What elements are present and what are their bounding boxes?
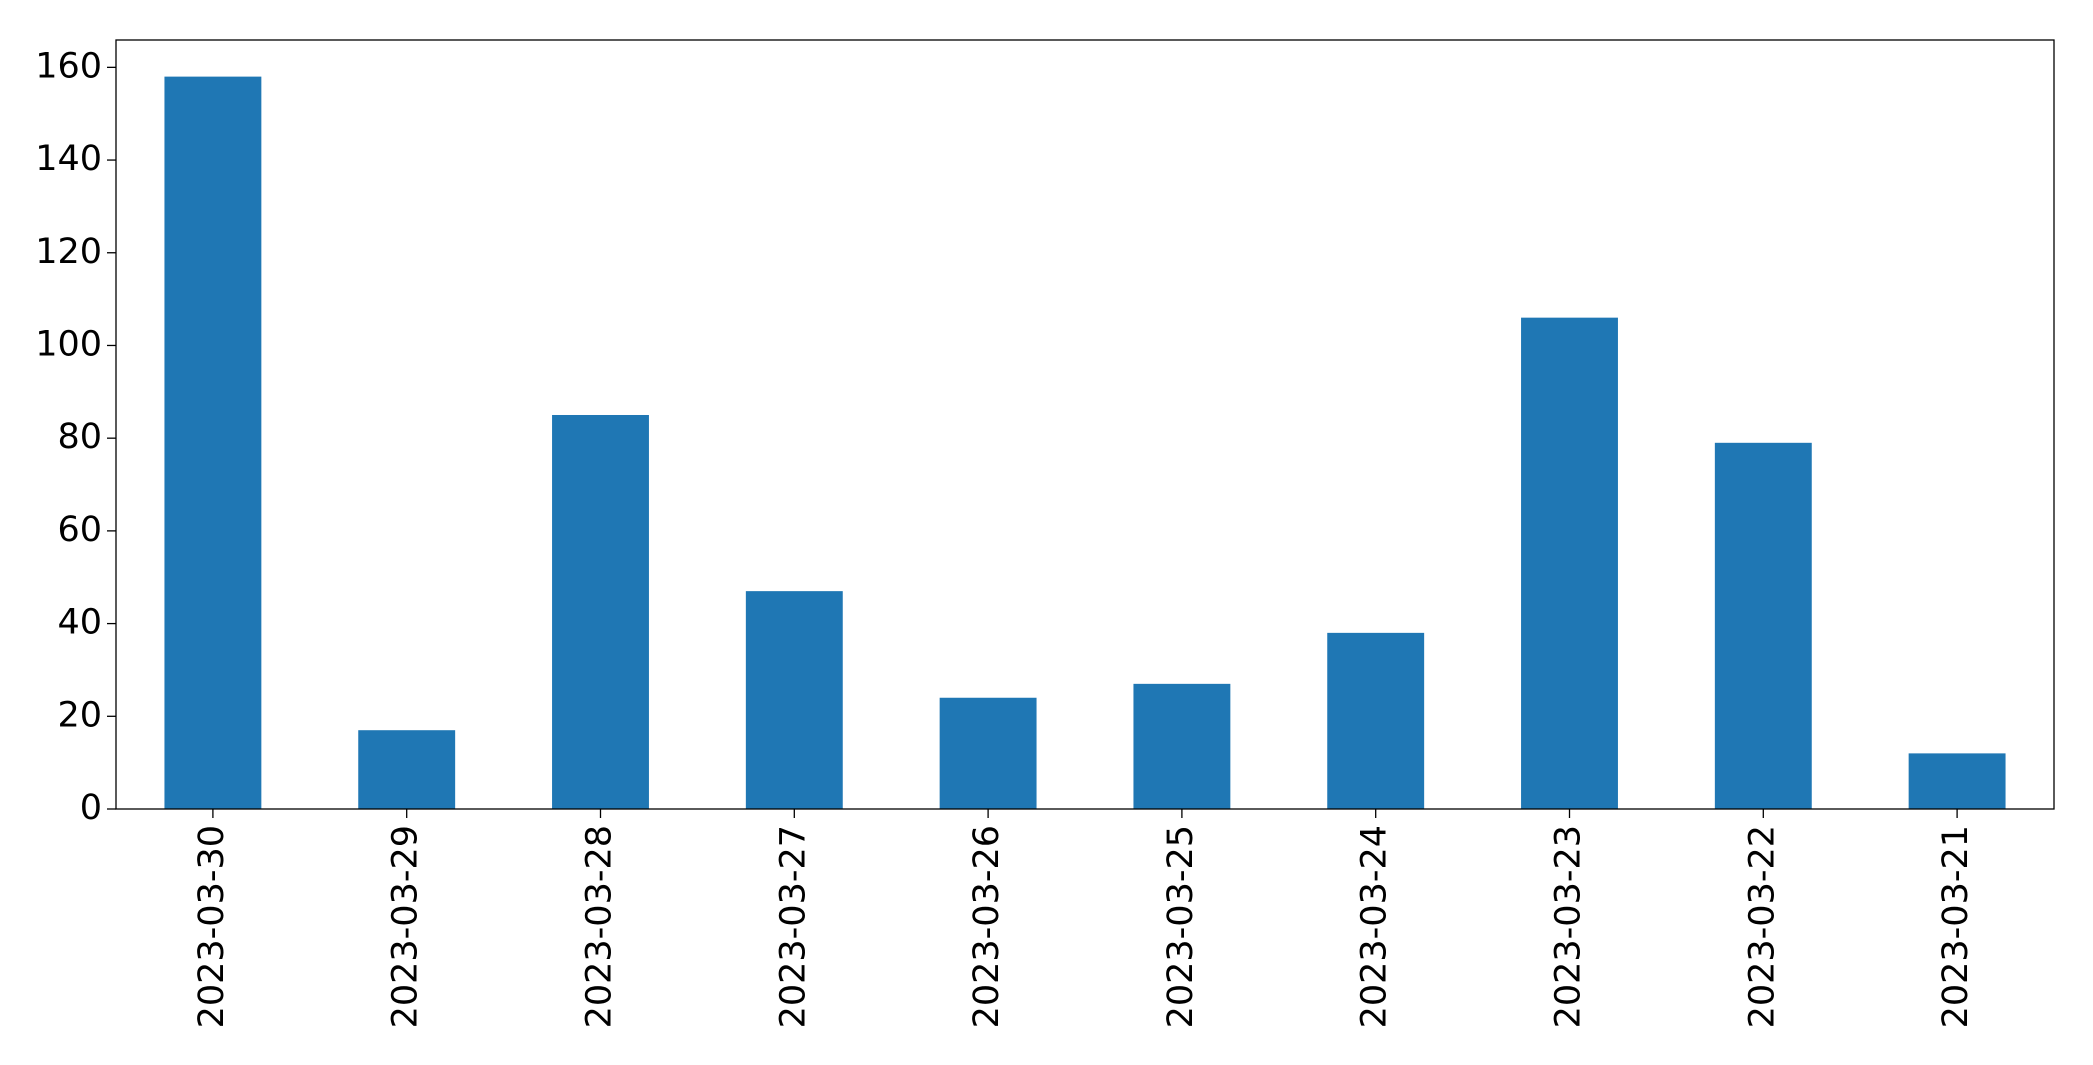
plot-frame	[115, 39, 2055, 810]
bar	[1327, 632, 1425, 809]
bar	[1714, 442, 1812, 809]
bar	[1133, 683, 1231, 809]
bar	[1908, 753, 2006, 809]
x-tick-label: 2023-03-22	[1742, 825, 1782, 1028]
y-tick-label: 80	[57, 417, 102, 457]
bar	[358, 730, 456, 809]
x-tick-label: 2023-03-23	[1549, 825, 1589, 1028]
bar	[745, 591, 843, 809]
bar	[552, 414, 649, 809]
y-tick-label: 60	[57, 510, 102, 550]
bar	[1521, 317, 1618, 809]
x-tick-label: 2023-03-24	[1355, 825, 1395, 1028]
x-tick-label: 2023-03-28	[580, 825, 620, 1028]
y-tick-label: 100	[35, 324, 102, 364]
y-tick-label: 0	[80, 788, 102, 828]
x-tick-label: 2023-03-25	[1161, 825, 1201, 1028]
bar	[939, 697, 1037, 809]
x-tick-label: 2023-03-29	[386, 825, 426, 1028]
y-tick-label: 120	[35, 232, 102, 272]
y-tick-label: 20	[57, 695, 102, 735]
y-tick-label: 140	[35, 139, 102, 179]
x-tick-label: 2023-03-27	[773, 825, 813, 1028]
bar	[164, 76, 262, 810]
x-tick-label: 2023-03-21	[1936, 825, 1976, 1028]
x-tick-label: 2023-03-30	[192, 825, 232, 1028]
y-tick-label: 40	[57, 603, 102, 643]
x-tick-label: 2023-03-26	[967, 825, 1007, 1028]
y-tick-label: 160	[35, 46, 102, 86]
